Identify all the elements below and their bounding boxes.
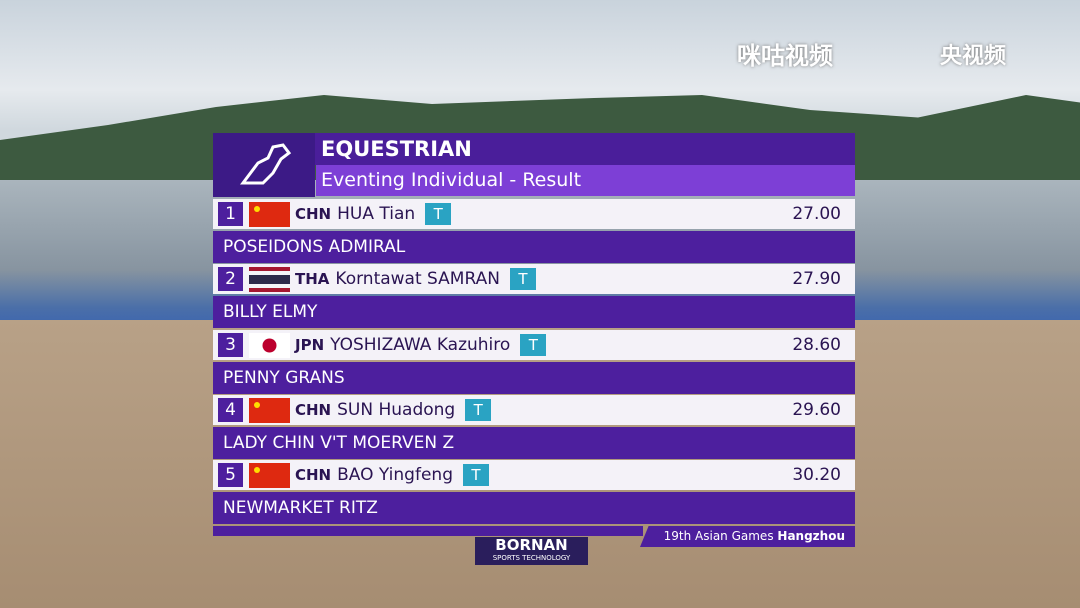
name: HUA Tian [337,204,416,224]
sponsor: BORNAN SPORTS TECHNOLOGY [475,537,588,565]
sponsor-name: BORNAN [495,536,568,554]
horse-row: POSEIDONS ADMIRAL [213,231,855,263]
subtitle: Eventing Individual - Result [316,165,855,196]
badge: T [462,464,489,486]
score: 27.90 [792,269,841,289]
rank: 2 [218,267,243,291]
name: BAO Yingfeng [337,465,453,485]
horse-row: NEWMARKET RITZ [213,492,855,524]
flag [249,398,290,423]
flag [249,333,290,358]
rank: 1 [218,202,243,226]
athlete-row: 5 CHN BAO Yingfeng T 30.20 [213,460,855,490]
name: YOSHIZAWA Kazuhiro [330,335,511,355]
horse-row: BILLY ELMY [213,296,855,328]
rank: 3 [218,333,243,357]
horse-icon [240,143,292,185]
athlete-row: 2 THA Korntawat SAMRAN T 27.90 [213,264,855,294]
flag [249,202,290,227]
athlete-row: 1 CHN HUA Tian T 27.00 [213,199,855,229]
score: 28.60 [792,335,841,355]
horse-row: LADY CHIN V'T MOERVEN Z [213,427,855,459]
watermark: 咪咕视频 [737,42,833,70]
flag [249,463,290,488]
watermark: 央视频 [940,44,1007,69]
score: 30.20 [792,465,841,485]
city: Hangzhou [777,529,845,543]
athlete: JPN YOSHIZAWA Kazuhiro T [295,330,547,360]
sponsor-tagline: SPORTS TECHNOLOGY [492,554,571,562]
badge: T [509,268,536,290]
athlete: CHN SUN Huadong T [295,395,492,425]
rank: 4 [218,398,243,422]
athlete-row: 3 JPN YOSHIZAWA Kazuhiro T 28.60 [213,330,855,360]
noc: CHN [295,205,332,223]
horse-row: PENNY GRANS [213,362,855,394]
footer: 19th Asian Games Hangzhou [640,526,855,547]
footer-band [213,526,643,536]
sport-logo [213,133,315,197]
noc: THA [295,270,330,288]
athlete: CHN BAO Yingfeng T [295,460,489,490]
name: Korntawat SAMRAN [335,269,500,289]
athlete-row: 4 CHN SUN Huadong T 29.60 [213,395,855,425]
rank: 5 [218,463,243,487]
score: 29.60 [792,400,841,420]
badge: T [520,334,547,356]
flag [249,267,290,292]
noc: CHN [295,466,332,484]
score: 27.00 [792,204,841,224]
athlete: CHN HUA Tian T [295,199,452,229]
badge: T [425,203,452,225]
title: EQUESTRIAN [315,133,855,165]
noc: CHN [295,401,332,419]
event-name: 19th Asian Games [663,529,774,543]
noc: JPN [295,336,325,354]
name: SUN Huadong [337,400,456,420]
badge: T [465,399,492,421]
athlete: THA Korntawat SAMRAN T [295,264,536,294]
